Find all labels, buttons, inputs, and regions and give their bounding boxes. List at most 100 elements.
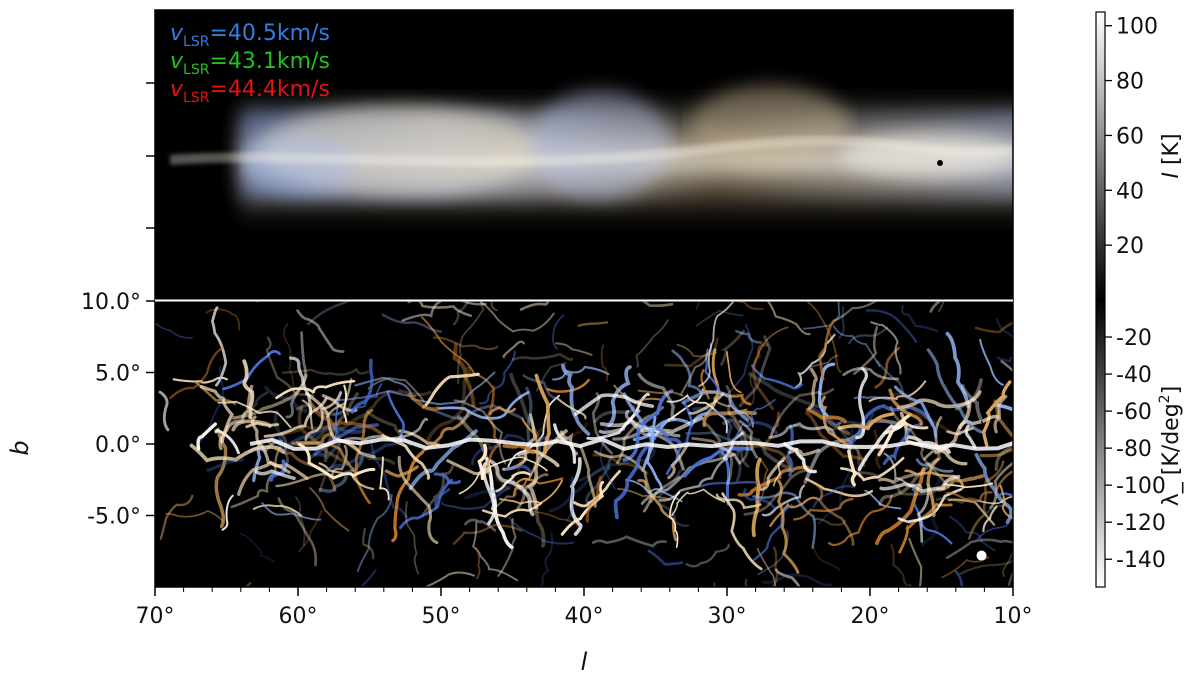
filament: [552, 365, 610, 381]
filament: [475, 547, 481, 580]
filament: [478, 350, 516, 405]
filament: [896, 390, 982, 410]
filament: [676, 343, 717, 358]
filament: [793, 423, 861, 478]
colorbar-tick-label: -20: [1116, 326, 1152, 351]
filament: [495, 471, 532, 493]
filament: [261, 502, 322, 521]
filament: [1000, 360, 1013, 373]
central-ridge: [249, 437, 1013, 451]
filament: [242, 359, 255, 420]
filament: [757, 456, 769, 506]
filament: [979, 447, 1013, 458]
filament: [720, 329, 745, 366]
filament: [540, 532, 554, 587]
y-tick-label: 0.0°: [95, 433, 141, 458]
filament: [715, 493, 762, 510]
filament: [641, 301, 674, 308]
top-panel-y-ticks: [146, 82, 155, 229]
filament: [239, 532, 276, 563]
filament: [222, 350, 281, 391]
filament: [309, 487, 350, 532]
filament: [695, 310, 744, 327]
filament: [205, 308, 241, 331]
filament: [732, 301, 764, 310]
x-axis-label: l: [581, 648, 588, 676]
filament: [743, 469, 811, 516]
filament: [591, 535, 667, 548]
colorbar-lambda-ticks: -20 -40 -60 -80 -100 -120 -140: [1105, 326, 1166, 573]
filament: [318, 462, 375, 491]
filament: [945, 331, 971, 409]
colorbar-tick-label: -60: [1116, 400, 1152, 425]
filament: [732, 398, 776, 441]
filament: [788, 448, 821, 457]
filament: [749, 372, 755, 405]
filament: [865, 309, 918, 344]
filament: [635, 319, 669, 368]
filament: [841, 437, 866, 468]
filament: [214, 427, 228, 529]
filament: [637, 389, 684, 397]
filament: [695, 301, 701, 310]
filament: [509, 372, 541, 471]
filament: [232, 373, 308, 420]
filament: [776, 479, 800, 574]
filament: [640, 452, 736, 505]
filament: [782, 442, 817, 474]
colorbar-lambda-label: λ_ [K/deg2]: [1157, 386, 1184, 506]
filament: [870, 321, 902, 375]
filament: [421, 316, 494, 389]
filament: [421, 409, 471, 453]
filament: [807, 354, 839, 369]
filament: [350, 358, 374, 414]
filament: [482, 462, 496, 526]
filament: [807, 367, 818, 410]
filament: [1007, 570, 1013, 587]
filament: [908, 537, 923, 587]
filament: [297, 405, 350, 466]
filament: [512, 477, 564, 497]
filament: [759, 456, 786, 492]
filament: [421, 464, 455, 517]
filament: [666, 393, 728, 434]
filament: [671, 488, 726, 517]
colorbar-tick-label: -100: [1116, 474, 1166, 499]
filament: [298, 509, 323, 553]
filament: [945, 491, 993, 502]
filament: [893, 385, 938, 439]
filament: [490, 301, 498, 312]
filament: [744, 578, 748, 587]
filament: [529, 510, 579, 527]
filament: [488, 405, 516, 416]
colorbar-tick-label: -120: [1116, 511, 1166, 536]
x-tick-label: 40°: [565, 604, 604, 629]
filament: [726, 350, 742, 394]
filament: [702, 408, 757, 427]
filament: [685, 543, 730, 568]
filament: [214, 429, 240, 455]
filament: [882, 423, 922, 466]
filament: [993, 402, 1013, 413]
filament: [577, 321, 609, 327]
filament: [457, 301, 485, 385]
filament: [189, 443, 285, 463]
filament: [762, 573, 833, 587]
colorbar-tick-label: 60: [1116, 124, 1144, 149]
filament: [569, 457, 583, 536]
filament: [546, 378, 590, 393]
y-tick-label: 5.0°: [95, 362, 141, 387]
filament: [217, 400, 292, 429]
filament: [725, 385, 749, 464]
filament: [853, 471, 954, 496]
filament: [441, 371, 496, 405]
filament: [158, 390, 170, 432]
filament: [407, 393, 440, 412]
filament: [401, 301, 487, 322]
filament: [434, 488, 451, 509]
filament: [828, 494, 893, 547]
filament: [367, 377, 425, 403]
filament: [842, 403, 935, 448]
filament: [1021, 340, 1068, 379]
filament: [265, 336, 315, 397]
